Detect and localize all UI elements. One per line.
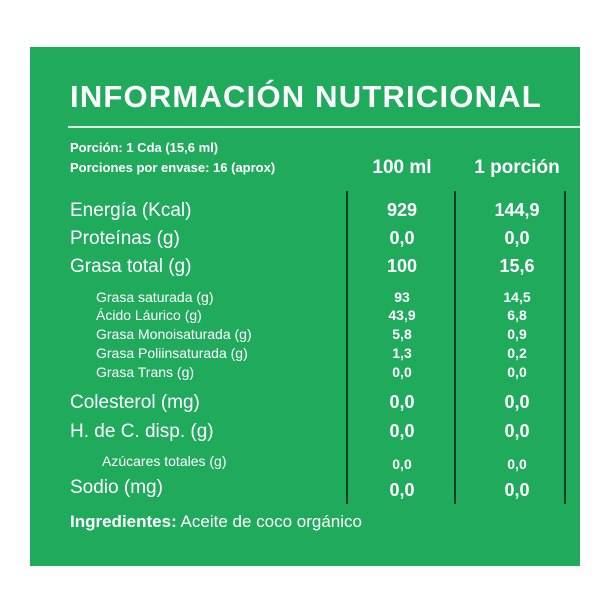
- value-100ml: 93: [394, 289, 410, 305]
- nutrient-label: H. de C. disp. (g): [70, 421, 214, 442]
- nutrition-label-panel: INFORMACIÓN NUTRICIONAL Porción: 1 Cda (…: [30, 47, 580, 566]
- nutrient-label: Grasa total (g): [70, 256, 192, 277]
- value-100ml: 5,8: [392, 326, 412, 342]
- value-portion: 0,0: [504, 421, 530, 441]
- value-100ml: 0,0: [392, 456, 412, 472]
- nutrient-label: Proteínas (g): [70, 228, 180, 249]
- nutrient-label: Grasa Trans (g): [96, 364, 195, 380]
- value-100ml: 100: [386, 256, 418, 276]
- value-portion: 0,0: [504, 480, 530, 500]
- value-portion: 144,9: [494, 200, 540, 220]
- value-portion: 0,0: [507, 456, 527, 472]
- nutrient-label: Ácido Láurico (g): [96, 307, 202, 323]
- serving-size: Porción: 1 Cda (15,6 ml): [70, 140, 219, 155]
- column-divider-left: [346, 191, 348, 504]
- value-portion: 15,6: [499, 256, 535, 276]
- nutrient-label: Grasa Poliinsaturada (g): [96, 345, 248, 361]
- value-portion: 0,2: [507, 345, 527, 361]
- column-divider-right: [564, 191, 566, 504]
- nutrient-label: Colesterol (mg): [70, 392, 200, 413]
- nutrient-label: Sodio (mg): [70, 477, 163, 498]
- value-100ml: 0,0: [389, 228, 415, 248]
- column-divider-middle: [454, 191, 456, 504]
- servings-per-container: Porciones por envase: 16 (aprox): [70, 160, 276, 175]
- value-portion: 6,8: [507, 307, 527, 323]
- ingredients-text: Aceite de coco orgánico: [180, 512, 362, 531]
- value-100ml: 0,0: [389, 392, 415, 412]
- value-100ml: 929: [386, 200, 418, 220]
- title-divider: [68, 126, 580, 128]
- ingredients-line: Ingredientes: Aceite de coco orgánico: [70, 512, 362, 532]
- column-header-100ml: 100 ml: [372, 157, 432, 178]
- value-100ml: 43,9: [388, 307, 416, 323]
- value-portion: 0,9: [507, 326, 527, 342]
- value-100ml: 0,0: [389, 421, 415, 441]
- value-100ml: 0,0: [389, 480, 415, 500]
- column-header-portion: 1 porción: [474, 157, 560, 178]
- nutrient-label: Azúcares totales (g): [102, 453, 227, 469]
- value-portion: 14,5: [503, 289, 531, 305]
- value-portion: 0,0: [504, 228, 530, 248]
- nutrient-label: Grasa saturada (g): [96, 289, 214, 305]
- nutrient-label: Energía (Kcal): [70, 200, 192, 221]
- value-100ml: 1,3: [392, 345, 412, 361]
- value-100ml: 0,0: [392, 364, 412, 380]
- label-title: INFORMACIÓN NUTRICIONAL: [70, 79, 542, 114]
- value-portion: 0,0: [504, 392, 530, 412]
- ingredients-label: Ingredientes:: [70, 512, 177, 531]
- value-portion: 0,0: [507, 364, 527, 380]
- nutrient-label: Grasa Monoisaturada (g): [96, 326, 252, 342]
